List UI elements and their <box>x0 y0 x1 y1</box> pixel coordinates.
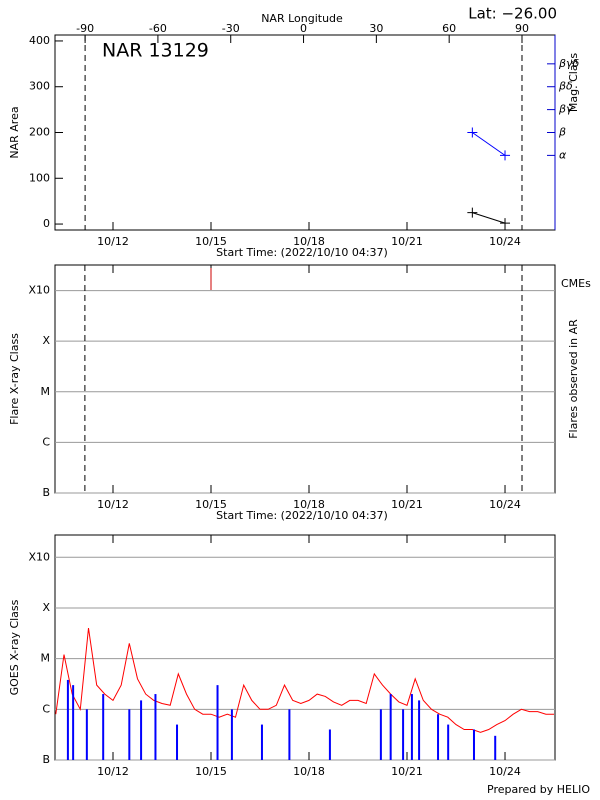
series-line <box>472 132 506 156</box>
x-axis-label: Start Time: (2022/10/10 04:37) <box>216 246 388 259</box>
x-tick-label: 10/12 <box>97 235 129 248</box>
flux-bar <box>128 709 131 760</box>
y-tick-label: X10 <box>28 550 50 563</box>
x-tick-label: 10/24 <box>489 498 521 511</box>
plus-marker <box>500 218 511 229</box>
plot-frame <box>54 34 556 231</box>
flux-bar <box>260 724 263 760</box>
chart-title: NAR 13129 <box>102 40 209 62</box>
plot-frame <box>54 264 556 494</box>
x-tick-label: 10/15 <box>195 235 227 248</box>
x-tick-label: 10/15 <box>195 498 227 511</box>
x2-tick-label: 0 <box>300 22 307 35</box>
flux-bar <box>472 729 475 760</box>
flux-bar <box>85 709 88 760</box>
y-tick-label: 0 <box>43 217 50 230</box>
y-axis-label: Flare X-ray Class <box>8 333 21 425</box>
y2-tick-label: α <box>559 148 567 161</box>
x-tick-label: 10/21 <box>391 498 423 511</box>
y-tick-label: 100 <box>29 171 50 184</box>
subtitle: Lat: −26.00 <box>468 5 557 23</box>
x-tick-label: 10/24 <box>489 235 521 248</box>
y2-tick-label: βδ <box>558 80 573 93</box>
y-tick-label: M <box>41 652 51 665</box>
y2-tick-label: β <box>558 126 566 139</box>
x-tick-label: 10/15 <box>195 765 227 778</box>
y-tick-label: 400 <box>29 34 50 47</box>
y-tick-label: C <box>42 435 50 448</box>
flux-bar <box>418 700 421 760</box>
y2-tick-label: βγδ <box>558 57 580 70</box>
y2-axis-label: Flares observed in AR <box>567 319 580 439</box>
flux-bar <box>402 709 405 760</box>
y-axis-label: NAR Area <box>8 106 21 158</box>
y-tick-label: B <box>42 486 50 499</box>
footer: Prepared by HELIO <box>487 783 590 796</box>
y-tick-label: M <box>41 385 51 398</box>
y-tick-label: 200 <box>29 126 50 139</box>
y-tick-label: C <box>42 702 50 715</box>
x2-tick-label: -60 <box>149 22 167 35</box>
flux-bar <box>140 700 143 760</box>
x2-tick-label: 90 <box>515 22 529 35</box>
x-tick-label: 10/18 <box>293 765 325 778</box>
flux-bar <box>328 729 331 760</box>
flux-bar <box>102 694 105 760</box>
y-tick-label: X <box>42 334 50 347</box>
flux-bar <box>230 709 233 760</box>
y-axis-label: GOES X-ray Class <box>8 599 21 695</box>
series-line <box>55 628 554 733</box>
x-tick-label: 10/12 <box>97 765 129 778</box>
flux-bar <box>410 694 413 760</box>
plus-marker <box>467 207 478 218</box>
y2-axis-label: Mag. Class <box>567 53 580 112</box>
cme-label: CMEs <box>561 277 591 290</box>
flux-bar <box>288 709 291 760</box>
x2-tick-label: -90 <box>76 22 94 35</box>
flux-bar <box>389 694 392 760</box>
x-axis-label: Start Time: (2022/10/10 04:37) <box>216 509 388 522</box>
flux-bar <box>176 724 179 760</box>
y-tick-label: 300 <box>29 80 50 93</box>
y-tick-label: B <box>42 753 50 766</box>
x-tick-label: 10/18 <box>293 498 325 511</box>
y-tick-label: X <box>42 601 50 614</box>
x2-axis-label: NAR Longitude <box>261 12 343 25</box>
y2-tick-label: βγ <box>558 103 573 116</box>
x2-tick-label: 60 <box>442 22 456 35</box>
x-tick-label: 10/21 <box>391 765 423 778</box>
x-tick-label: 10/21 <box>391 235 423 248</box>
flux-bar <box>154 694 157 760</box>
x-tick-label: 10/12 <box>97 498 129 511</box>
x2-tick-label: 30 <box>369 22 383 35</box>
x-tick-label: 10/24 <box>489 765 521 778</box>
flux-bar <box>72 685 75 760</box>
plus-marker <box>467 127 478 138</box>
x2-tick-label: -30 <box>222 22 240 35</box>
flux-bar <box>447 724 450 760</box>
plus-marker <box>500 150 511 161</box>
y-tick-label: X10 <box>28 284 50 297</box>
series-line <box>472 212 506 224</box>
flux-bar <box>379 709 382 760</box>
x-tick-label: 10/18 <box>293 235 325 248</box>
flux-bar <box>494 735 497 760</box>
flux-bar <box>216 685 219 760</box>
flux-bar <box>66 679 69 760</box>
flux-bar <box>437 714 440 760</box>
